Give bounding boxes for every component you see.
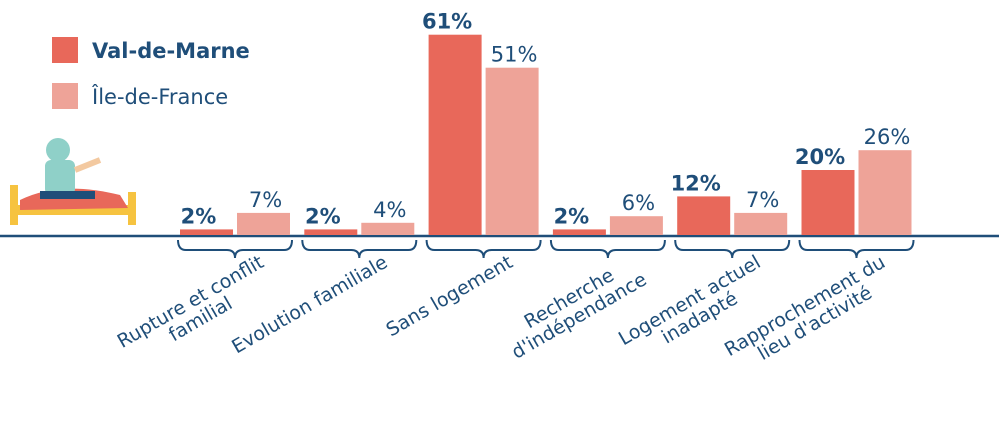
legend-swatch [52,83,78,109]
category-bracket [425,239,542,259]
value-label: 4% [373,198,406,222]
category-bracket [301,239,418,259]
value-label: 61% [422,10,472,34]
bar [801,170,855,235]
illustration [10,138,136,225]
value-label: 26% [864,125,911,149]
bar [552,229,606,235]
bar [858,150,912,235]
bar [677,196,731,235]
value-label: 20% [795,145,845,169]
value-label: 7% [746,188,779,212]
legend-label: Île-de-France [91,84,228,109]
legend-swatch [52,37,78,63]
value-label: 2% [554,204,590,228]
bar [361,222,415,235]
value-label: 12% [671,171,721,195]
category-bracket [674,239,791,259]
category-bracket [798,239,915,259]
bar [428,34,482,236]
value-label: 2% [305,204,341,228]
category-bracket [549,239,666,259]
bar [485,67,539,235]
bar [180,229,233,235]
value-label: 6% [622,191,655,215]
bar [304,229,358,235]
legend-label: Val-de-Marne [92,39,250,63]
value-label: 2% [181,204,217,228]
value-label: 7% [249,188,282,212]
category-bracket [177,239,293,259]
bar [237,212,290,235]
bar [609,216,663,235]
value-label: 51% [491,43,538,67]
bar [734,212,788,235]
